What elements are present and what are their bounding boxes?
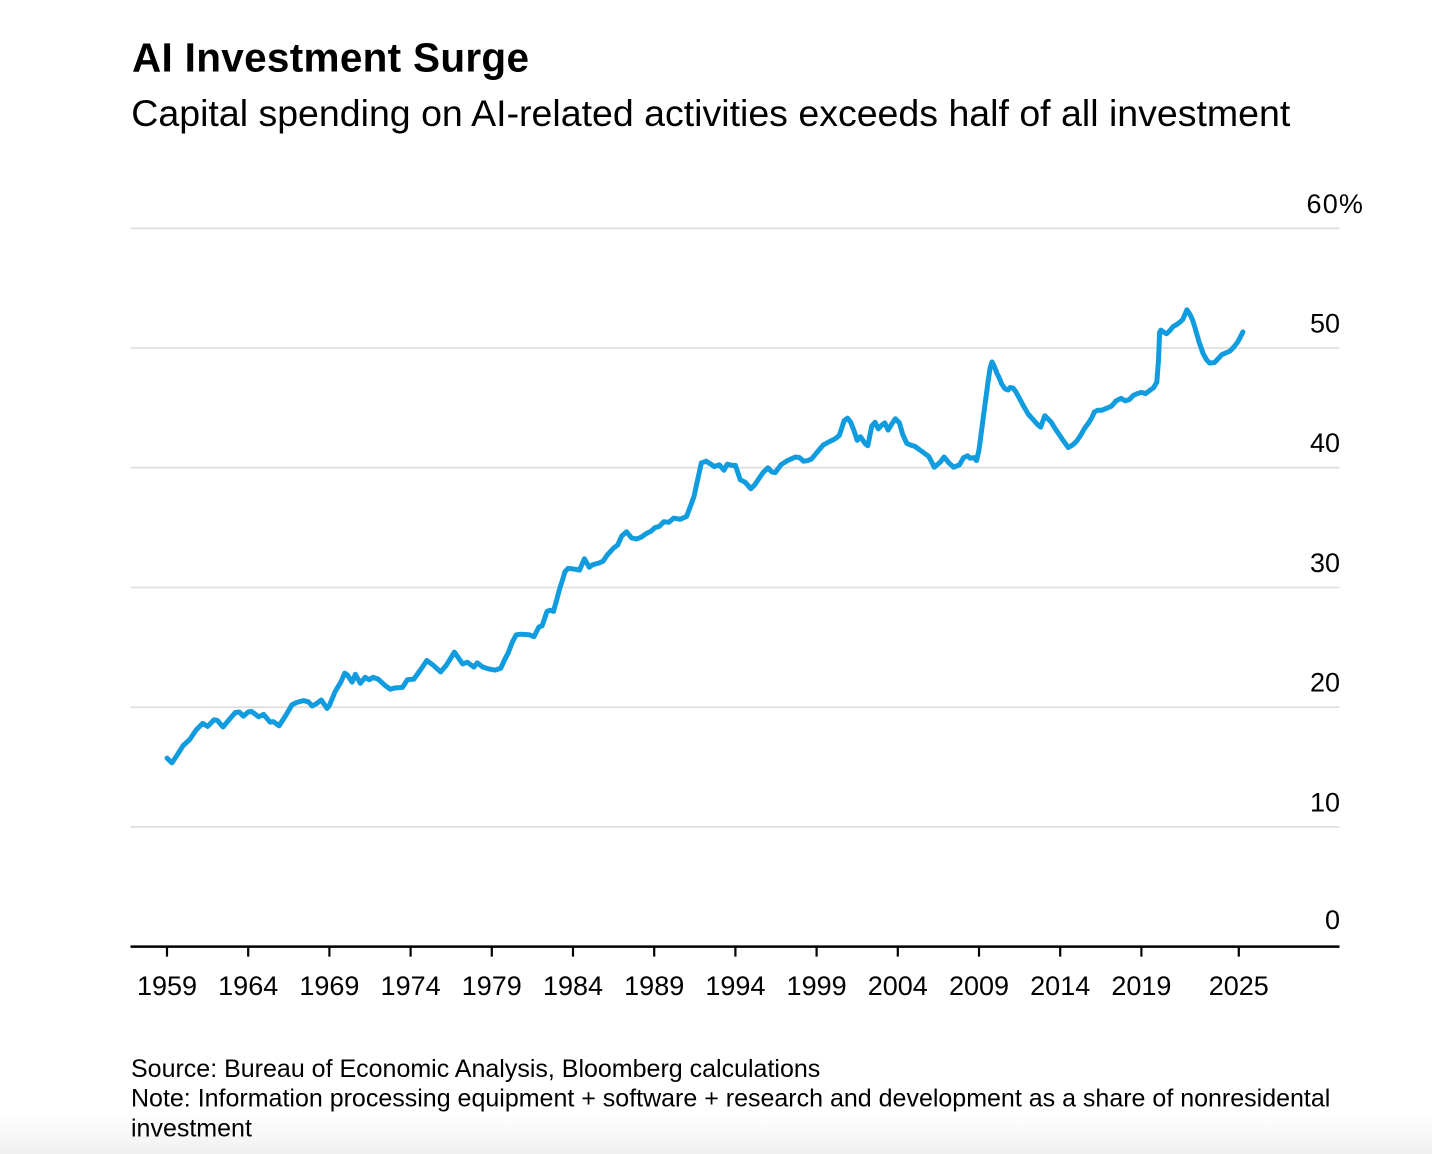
svg-text:2025: 2025: [1209, 971, 1269, 1001]
svg-text:2009: 2009: [949, 971, 1009, 1001]
svg-text:30: 30: [1310, 548, 1340, 578]
svg-text:2019: 2019: [1111, 971, 1171, 1001]
svg-text:1979: 1979: [462, 971, 522, 1001]
svg-text:1984: 1984: [543, 971, 603, 1001]
svg-text:50: 50: [1310, 309, 1340, 339]
svg-text:1989: 1989: [624, 971, 684, 1001]
svg-text:1974: 1974: [381, 971, 441, 1001]
svg-text:1994: 1994: [705, 971, 765, 1001]
svg-text:AI Investment Surge: AI Investment Surge: [132, 35, 529, 81]
svg-text:1959: 1959: [137, 971, 197, 1001]
svg-text:2004: 2004: [868, 971, 928, 1001]
svg-text:20: 20: [1310, 668, 1340, 698]
svg-text:2014: 2014: [1030, 971, 1090, 1001]
svg-text:Capital spending on AI-related: Capital spending on AI-related activitie…: [131, 92, 1291, 134]
svg-text:1969: 1969: [299, 971, 359, 1001]
svg-text:investment: investment: [131, 1115, 252, 1143]
svg-text:60%: 60%: [1307, 189, 1365, 219]
svg-text:Note: Information processing e: Note: Information processing equipment +…: [131, 1085, 1330, 1113]
svg-text:10: 10: [1310, 787, 1340, 817]
svg-text:0: 0: [1325, 905, 1340, 935]
svg-text:1999: 1999: [787, 971, 847, 1001]
svg-text:1964: 1964: [218, 971, 278, 1001]
svg-text:Source: Bureau of Economic Ana: Source: Bureau of Economic Analysis, Blo…: [131, 1055, 820, 1083]
svg-text:40: 40: [1310, 428, 1340, 458]
